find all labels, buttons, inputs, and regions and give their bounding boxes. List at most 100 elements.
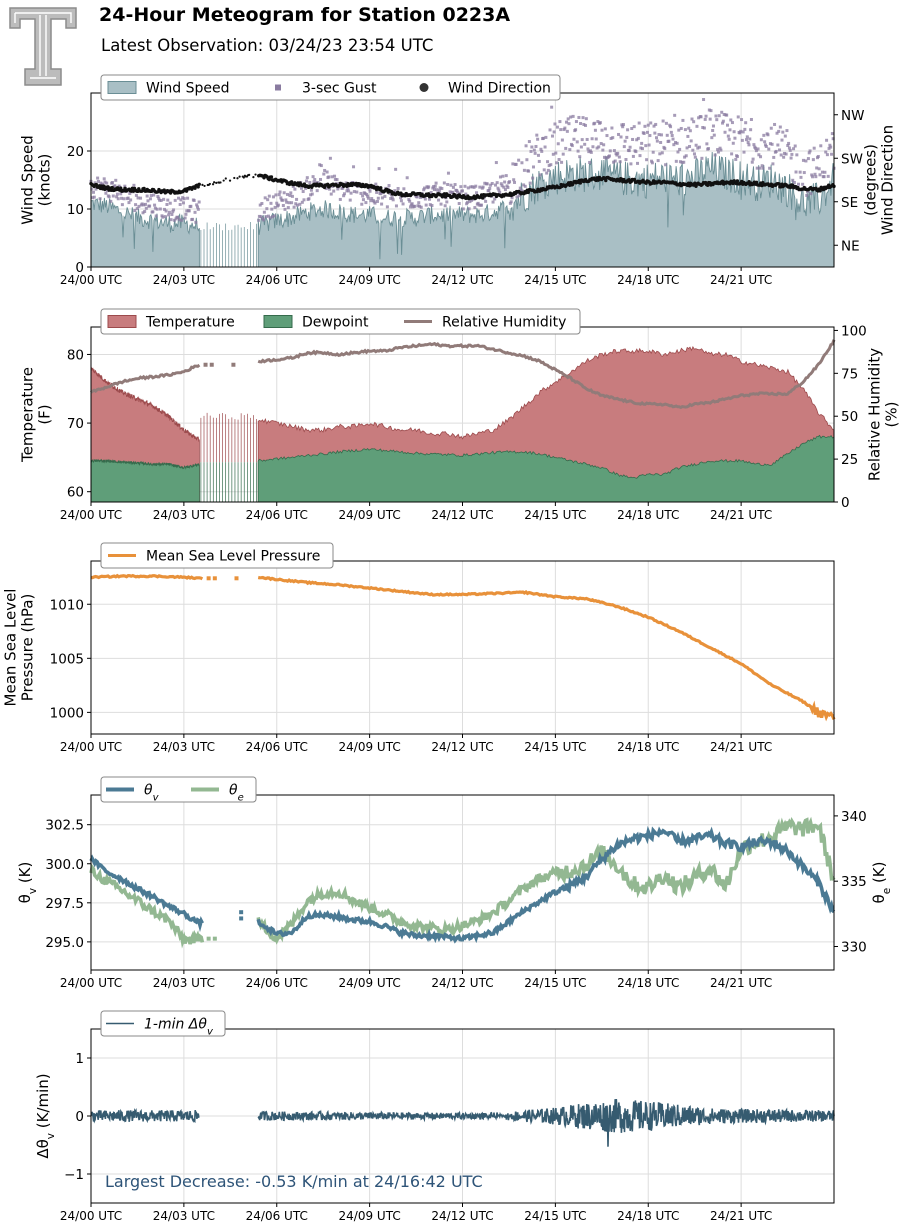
gust-point [324, 187, 328, 191]
gust-point [318, 163, 322, 167]
gust-point [335, 178, 339, 182]
gust-point [648, 134, 652, 138]
gust-point [489, 183, 493, 187]
gust-point [758, 166, 762, 170]
gust-point [379, 192, 383, 196]
gust-point [746, 140, 750, 144]
gust-point [787, 141, 791, 145]
gust-point [182, 197, 186, 201]
gust-point [164, 209, 168, 213]
gust-point [127, 201, 131, 205]
gust-point [546, 160, 550, 164]
theta-chart-xtick-label: 24/21 UTC [710, 976, 772, 990]
wind-chart-xtick-label: 24/09 UTC [339, 273, 401, 287]
gust-point [448, 190, 452, 194]
thermo-chart-legend-label: Relative Humidity [442, 315, 566, 331]
theta-chart-ytick-label: 295.0 [45, 935, 84, 951]
gust-point [342, 192, 346, 196]
texas-tech-logo [9, 7, 77, 86]
gust-point [766, 133, 770, 137]
gust-point [455, 188, 459, 192]
gust-point [579, 122, 583, 126]
gust-point [328, 187, 332, 191]
gust-point [345, 189, 349, 193]
gust-point [143, 202, 147, 206]
gust-point [607, 154, 611, 158]
gust-point [580, 138, 584, 142]
wind-direction-point [236, 177, 239, 180]
wind-direction-point [142, 186, 146, 191]
gust-point [674, 159, 678, 163]
gust-point [626, 128, 630, 132]
gust-point [192, 198, 196, 202]
gust-point [535, 133, 539, 137]
gust-point [181, 196, 185, 200]
gust-point [636, 136, 640, 140]
gust-point [151, 210, 155, 214]
gust-point [295, 197, 299, 201]
wind-chart-xtick-label: 24/12 UTC [431, 273, 493, 287]
gust-point [493, 197, 497, 201]
gust-point [173, 198, 177, 202]
gust-point [815, 166, 819, 170]
gust-point [567, 122, 571, 126]
gust-point [759, 155, 763, 159]
gust-point [776, 143, 780, 147]
wind-direction-point [526, 190, 531, 195]
gust-point [399, 196, 403, 200]
pressure-line [90, 573, 204, 581]
dtheta-chart-xtick-label: 24/06 UTC [246, 1209, 308, 1223]
gust-point [338, 197, 342, 201]
gust-point [369, 199, 373, 203]
gust-point [289, 191, 293, 195]
theta-v-point [239, 916, 244, 921]
gust-point [262, 218, 266, 222]
wind-chart-ytick-label: 20 [67, 144, 84, 160]
gust-point [129, 198, 133, 202]
gust-point [99, 181, 103, 185]
largest-decrease-annotation: Largest Decrease: -0.53 K/min at 24/16:4… [105, 1172, 483, 1191]
gust-point [413, 204, 417, 208]
gust-point [715, 118, 719, 122]
thermo-chart-xtick-label: 24/12 UTC [431, 508, 493, 522]
gust-point [692, 152, 696, 156]
gust-point [774, 149, 778, 153]
gust-point [290, 194, 294, 198]
gust-point [283, 207, 287, 211]
gust-point [578, 155, 582, 159]
pressure-chart-legend: Mean Sea Level Pressure [100, 542, 334, 569]
gust-point [646, 123, 650, 127]
gust-point [805, 193, 809, 197]
wind-direction-point [208, 182, 211, 186]
gust-point [555, 161, 559, 165]
gust-point [387, 184, 391, 188]
gust-point [466, 186, 470, 190]
theta-chart-xtick-label: 24/06 UTC [246, 976, 308, 990]
gust-point [517, 158, 521, 162]
gust-point [128, 192, 132, 196]
gust-point [651, 150, 655, 154]
gust-point [266, 198, 270, 202]
gust-point [159, 198, 163, 202]
gust-point [547, 164, 551, 168]
gust-point [166, 198, 170, 202]
gust-point [410, 202, 414, 206]
theta-chart-legend-label: θv [144, 783, 160, 804]
gust-point [710, 136, 714, 140]
gust-point [678, 160, 682, 164]
gust-point [115, 195, 119, 199]
gust-point [162, 197, 166, 201]
thermo-chart-ytick-label: 80 [67, 347, 84, 363]
gust-point [828, 143, 832, 147]
gust-point [732, 130, 736, 134]
gust-point [304, 179, 308, 183]
gust-point [330, 175, 334, 179]
gust-point [263, 196, 267, 200]
gust-point [665, 133, 669, 137]
gust-point [148, 197, 152, 201]
gust-point [697, 145, 701, 149]
pressure-chart-legend-label: Mean Sea Level Pressure [146, 549, 320, 565]
gust-point [764, 144, 768, 148]
gust-point [271, 195, 275, 199]
gust-point [266, 214, 270, 218]
